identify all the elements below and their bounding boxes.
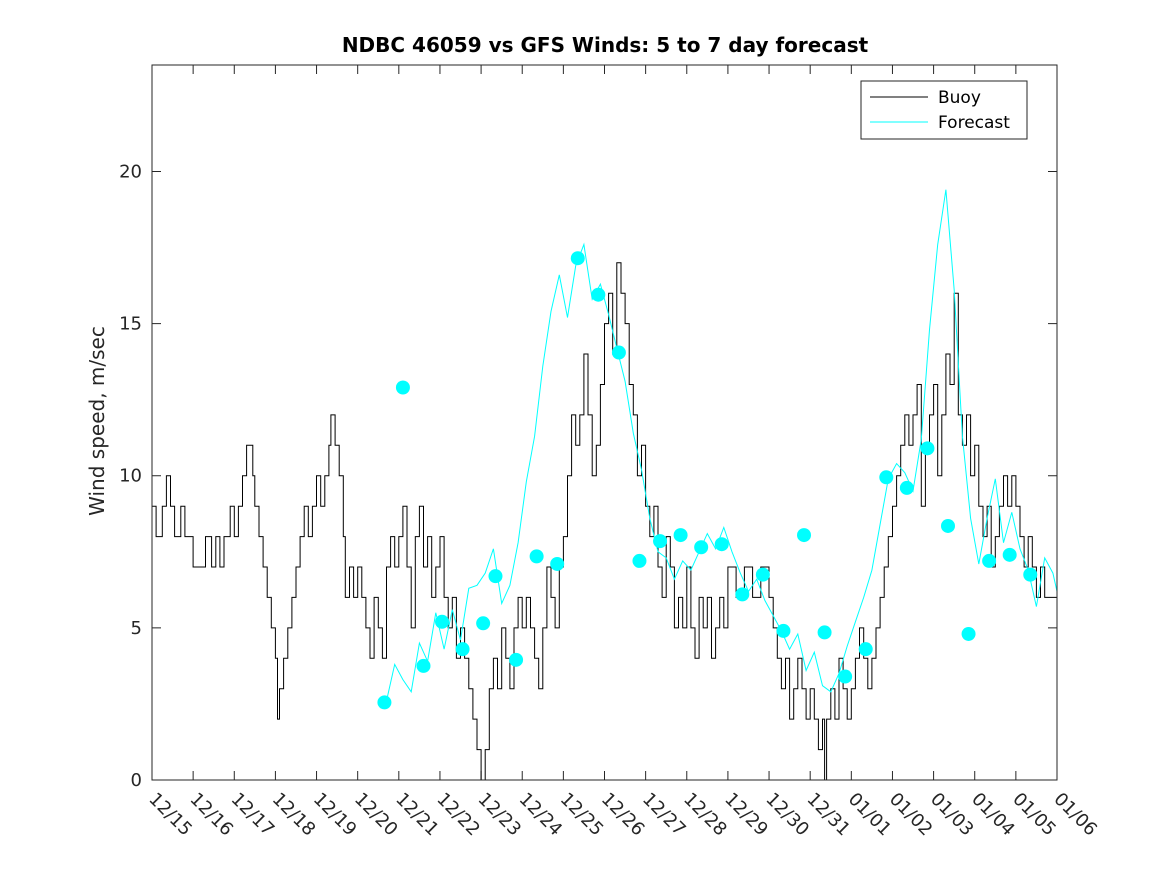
- series-line-forecast: [386, 189, 1058, 702]
- x-tick-label: 12/29: [720, 789, 772, 841]
- forecast-marker: [435, 614, 450, 629]
- x-tick-label: 12/23: [474, 789, 526, 841]
- legend: Buoy Forecast: [860, 80, 1028, 140]
- x-tick-label: 12/21: [391, 789, 443, 841]
- forecast-marker: [653, 534, 668, 549]
- y-tick-label: 10: [119, 466, 142, 487]
- x-tick-label: 01/03: [926, 789, 978, 841]
- forecast-marker: [920, 441, 935, 456]
- x-tick-label: 12/31: [803, 789, 855, 841]
- x-tick-label: 12/19: [309, 789, 361, 841]
- forecast-marker: [570, 251, 585, 266]
- x-tick-label: 12/17: [227, 789, 279, 841]
- series-line-buoy: [152, 262, 1058, 781]
- chart-title: NDBC 46059 vs GFS Winds: 5 to 7 day fore…: [342, 33, 869, 57]
- legend-buoy-label: Buoy: [938, 88, 981, 108]
- forecast-marker: [858, 642, 873, 657]
- x-tick-label: 12/26: [597, 789, 649, 841]
- forecast-marker: [714, 537, 729, 552]
- x-tick-label: 12/22: [432, 789, 484, 841]
- x-tick-label: 12/30: [762, 789, 814, 841]
- forecast-marker: [611, 345, 626, 360]
- forecast-marker: [395, 380, 410, 395]
- forecast-marker: [838, 669, 853, 684]
- x-tick-label: 12/25: [556, 789, 608, 841]
- forecast-marker: [591, 287, 606, 302]
- forecast-marker: [529, 549, 544, 564]
- y-tick-label: 20: [119, 161, 142, 182]
- y-tick-label: 5: [131, 618, 142, 639]
- forecast-marker: [776, 623, 791, 638]
- forecast-marker: [940, 518, 955, 533]
- x-tick-label: 12/27: [638, 789, 690, 841]
- x-tick-label: 01/05: [1008, 789, 1060, 841]
- forecast-marker: [694, 540, 709, 555]
- forecast-marker: [797, 528, 812, 543]
- axes-box: [151, 64, 1058, 781]
- forecast-marker: [1002, 547, 1017, 562]
- y-axis-ticks: 0 5 10 15 20: [119, 161, 1057, 791]
- y-tick-label: 0: [131, 770, 142, 791]
- forecast-marker: [509, 652, 524, 667]
- x-tick-label: 12/18: [268, 789, 320, 841]
- forecast-markers: [377, 251, 1038, 710]
- legend-forecast-label: Forecast: [938, 113, 1010, 133]
- plot-area: [152, 65, 1057, 780]
- x-tick-label: 01/04: [967, 789, 1019, 841]
- x-tick-label: 01/02: [885, 789, 937, 841]
- x-tick-label: 01/01: [844, 789, 896, 841]
- forecast-marker: [879, 470, 894, 485]
- plot-lines: [152, 189, 1058, 781]
- forecast-marker: [488, 569, 503, 584]
- forecast-marker: [673, 528, 688, 543]
- forecast-marker: [817, 625, 832, 640]
- forecast-marker: [755, 567, 770, 582]
- forecast-marker: [416, 658, 431, 673]
- x-tick-label: 12/28: [679, 789, 731, 841]
- forecast-marker: [961, 626, 976, 641]
- forecast-marker: [550, 556, 565, 571]
- x-tick-label: 12/24: [515, 789, 567, 841]
- x-tick-label: 12/15: [144, 789, 196, 841]
- forecast-marker: [632, 553, 647, 568]
- forecast-marker: [377, 695, 392, 710]
- x-tick-label: 01/06: [1049, 789, 1101, 841]
- forecast-marker: [455, 642, 470, 657]
- forecast-marker: [476, 616, 491, 631]
- y-tick-label: 15: [119, 314, 142, 335]
- y-axis-label: Wind speed, m/sec: [85, 326, 109, 516]
- x-tick-label: 12/16: [186, 789, 238, 841]
- forecast-marker: [982, 553, 997, 568]
- forecast-marker: [1023, 567, 1038, 582]
- forecast-marker: [899, 480, 914, 495]
- x-tick-label: 12/20: [350, 789, 402, 841]
- forecast-marker: [735, 587, 750, 602]
- legend-box: [860, 80, 1028, 140]
